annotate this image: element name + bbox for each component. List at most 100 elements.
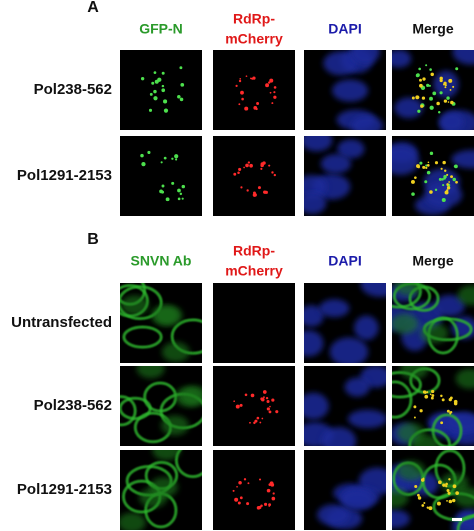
red-dot — [448, 78, 453, 83]
green-dot — [419, 161, 423, 165]
green-haze — [154, 305, 183, 326]
red-dot — [249, 421, 251, 424]
red-dot — [419, 83, 423, 88]
nucleus — [319, 299, 350, 318]
nucleus — [392, 146, 420, 176]
red-dot — [420, 104, 424, 108]
column-header: Merge — [412, 21, 453, 37]
green-dot — [424, 180, 428, 184]
micrograph — [304, 366, 386, 446]
red-dot — [253, 105, 258, 110]
column-header: GFP-N — [139, 21, 183, 37]
micrograph — [392, 136, 474, 216]
red-dot — [419, 78, 422, 82]
green-dot — [141, 161, 146, 167]
green-haze — [392, 313, 419, 334]
red-dot — [446, 488, 450, 493]
red-dot — [422, 77, 426, 81]
green-haze — [420, 323, 449, 344]
micrograph — [213, 136, 295, 216]
green-dot — [161, 71, 165, 75]
nucleus — [304, 136, 333, 152]
red-dot — [422, 165, 426, 169]
red-dot — [256, 416, 260, 420]
red-dot — [421, 96, 426, 100]
green-dot — [425, 64, 428, 67]
green-dot — [181, 184, 186, 189]
red-dot — [232, 489, 235, 492]
red-dot — [252, 193, 257, 197]
red-dot — [436, 101, 440, 106]
green-dot — [437, 111, 441, 114]
green-haze — [120, 512, 146, 530]
red-dot — [268, 410, 272, 414]
red-dot — [260, 162, 265, 166]
nucleus — [424, 182, 463, 208]
micrograph — [213, 366, 295, 446]
nucleus — [392, 509, 410, 529]
red-dot — [445, 482, 448, 486]
red-dot — [246, 502, 250, 506]
red-dot — [445, 484, 448, 488]
red-dot — [411, 96, 415, 100]
green-dot — [149, 92, 153, 96]
micrograph — [213, 283, 295, 363]
red-dot — [446, 186, 451, 190]
red-dot — [417, 493, 420, 497]
row-label: Pol238-562 — [34, 81, 112, 98]
green-haze — [394, 283, 423, 296]
red-dot — [424, 394, 429, 399]
red-dot — [444, 169, 447, 172]
column-header: RdRp- — [233, 11, 275, 27]
red-dot — [444, 84, 447, 87]
red-dot — [271, 171, 274, 174]
row-label: Pol238-562 — [34, 397, 112, 414]
green-dot — [454, 164, 458, 169]
red-dot — [452, 85, 455, 88]
green-cytoplasm — [392, 371, 422, 399]
red-dot — [266, 488, 271, 493]
red-dot — [234, 497, 239, 502]
red-dot — [419, 409, 423, 413]
red-dot — [455, 491, 459, 495]
green-dot — [441, 178, 444, 181]
green-dot — [446, 96, 450, 100]
red-dot — [249, 163, 253, 168]
red-dot — [237, 501, 241, 505]
red-dot — [414, 176, 417, 179]
red-dot — [444, 190, 449, 195]
green-dot — [171, 181, 175, 185]
green-haze — [120, 295, 149, 316]
red-dot — [235, 84, 238, 87]
green-cytoplasm — [122, 325, 163, 349]
green-dot — [439, 91, 443, 95]
red-dot — [238, 481, 242, 485]
column-header: SNVN Ab — [131, 253, 192, 269]
red-dot — [268, 164, 271, 167]
micrograph — [120, 450, 202, 530]
red-dot — [443, 99, 448, 103]
red-dot — [452, 484, 457, 489]
red-dot — [410, 179, 415, 184]
red-dot — [448, 499, 453, 504]
red-dot — [441, 398, 445, 402]
green-dot — [452, 177, 456, 182]
micrograph — [392, 366, 474, 446]
red-dot — [239, 403, 243, 407]
green-haze — [180, 385, 202, 406]
red-dot — [269, 78, 274, 83]
red-dot — [446, 500, 448, 502]
column-header: mCherry — [225, 263, 283, 279]
green-haze — [160, 415, 189, 436]
red-dot — [235, 404, 240, 409]
red-dot — [260, 397, 264, 401]
green-haze — [149, 477, 178, 498]
red-dot — [238, 103, 241, 106]
column-header: RdRp- — [233, 243, 275, 259]
red-dot — [239, 496, 243, 500]
nucleus — [323, 51, 358, 76]
nucleus — [344, 377, 370, 397]
green-dot — [153, 71, 157, 74]
green-dot — [425, 164, 428, 167]
red-dot — [239, 78, 242, 80]
